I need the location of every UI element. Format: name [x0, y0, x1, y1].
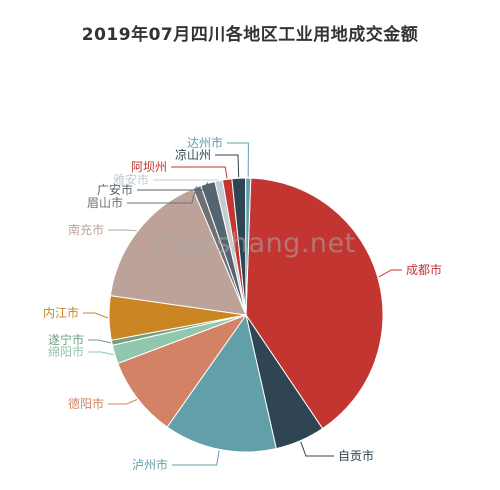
leader-line-达州市	[227, 142, 249, 178]
leader-line-内江市	[83, 312, 109, 319]
label-leader-lines	[83, 142, 402, 466]
leader-line-南充市	[108, 229, 137, 232]
leader-line-绵阳市	[88, 351, 114, 356]
pie-slice-南充市	[109, 188, 247, 316]
slice-label-凉山州: 凉山州	[175, 147, 211, 162]
leader-line-德阳市	[108, 399, 138, 405]
slice-label-阿坝州: 阿坝州	[131, 160, 167, 174]
slice-label-达州市: 达州市	[187, 135, 223, 150]
slice-label-绵阳市: 绵阳市	[48, 344, 84, 359]
slice-label-南充市: 南充市	[68, 222, 104, 237]
slice-label-雅安市: 雅安市	[113, 172, 149, 187]
slice-label-广安市: 广安市	[97, 182, 133, 197]
chart-title: 2019年07月四川各地区工业用地成交金额	[81, 25, 419, 45]
pie-slices	[108, 177, 384, 453]
leader-line-成都市	[378, 269, 402, 278]
leader-line-阿坝州	[171, 166, 228, 179]
slice-label-眉山市: 眉山市	[87, 195, 123, 210]
slice-label-内江市: 内江市	[43, 305, 79, 320]
pie-slice-泸州市	[166, 313, 277, 453]
pie-slice-达州市	[245, 177, 252, 316]
leader-line-广安市	[137, 182, 209, 191]
slice-label-自贡市: 自贡市	[338, 448, 374, 463]
slice-label-泸州市: 泸州市	[132, 457, 168, 472]
leader-line-遂宁市	[88, 339, 112, 344]
pie-slice-成都市	[245, 177, 384, 430]
slice-label-德阳市: 德阳市	[68, 396, 104, 411]
watermark: zhaoshang.net	[150, 228, 356, 259]
slice-label-遂宁市: 遂宁市	[48, 332, 84, 347]
leader-line-泸州市	[172, 450, 220, 466]
leader-line-凉山州	[215, 154, 240, 178]
pie-slice-德阳市	[117, 313, 248, 428]
leader-line-自贡市	[300, 441, 334, 457]
slice-label-成都市: 成都市	[406, 262, 442, 277]
leader-line-眉山市	[127, 186, 197, 204]
